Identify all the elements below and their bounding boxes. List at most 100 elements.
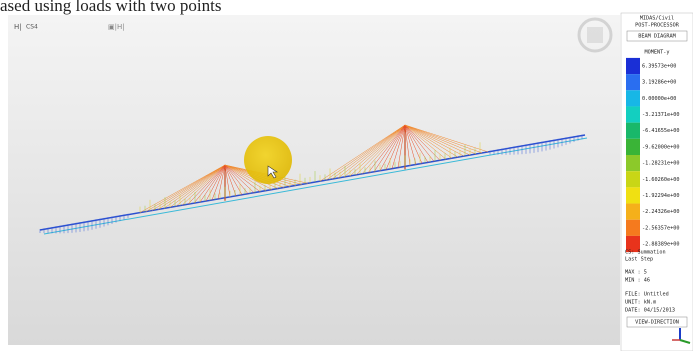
legend-swatch <box>626 203 640 220</box>
cable <box>404 124 441 161</box>
cable <box>404 124 447 160</box>
cable <box>199 164 226 203</box>
info-line: UNIT: kN.m <box>625 300 656 306</box>
cable <box>373 124 406 172</box>
legend-swatch <box>626 219 640 236</box>
cable <box>319 124 406 182</box>
cable <box>404 124 429 163</box>
cable <box>367 124 406 173</box>
legend-swatch <box>626 90 640 107</box>
cable <box>404 124 489 153</box>
cable <box>355 124 406 176</box>
diagram-box <box>626 30 688 42</box>
cable <box>175 164 226 207</box>
diagram: BEAM DIAGRAM <box>638 34 675 40</box>
legend-value: -3.21371e+00 <box>642 112 679 118</box>
caption: ased using loads with two points <box>0 0 221 15</box>
cable <box>404 124 417 165</box>
legend-swatch <box>626 57 640 75</box>
cable <box>224 164 273 190</box>
cable <box>139 164 226 213</box>
toolbar-label: CS4 <box>26 24 38 31</box>
cable <box>224 164 243 195</box>
cable <box>181 164 226 206</box>
cable <box>193 164 226 204</box>
cable <box>145 164 226 212</box>
cable <box>337 124 406 179</box>
legend-value: -9.62000e+00 <box>642 144 679 150</box>
legend-swatch <box>626 187 640 204</box>
legend-value: -2.24326e+00 <box>642 209 679 215</box>
info-line: DATE: 04/15/2013 <box>625 308 675 314</box>
program-name: MIDAS/Civil <box>640 16 674 22</box>
cable <box>217 164 226 200</box>
cable <box>157 164 226 210</box>
legend-value: 3.19286e+00 <box>642 80 676 86</box>
viewport <box>8 15 620 345</box>
cable <box>385 124 406 170</box>
cable <box>151 164 226 211</box>
view-direction: VIEW-DIRECTION <box>635 320 679 326</box>
legend-value: -1.60260e+00 <box>642 177 679 183</box>
cable <box>404 124 453 159</box>
legend-swatch <box>626 235 640 253</box>
cable <box>169 164 226 208</box>
view-box <box>626 316 688 328</box>
info-line: FILE: Untitled <box>625 292 669 298</box>
legend-value: -2.88389e+00 <box>642 242 679 248</box>
cable <box>224 164 237 196</box>
legend-swatch <box>626 106 640 123</box>
cable <box>224 164 255 193</box>
cable <box>224 164 231 197</box>
highlight <box>244 136 292 184</box>
toolbar-icon: ▣|H| <box>108 23 125 31</box>
cable <box>404 124 423 164</box>
axis-triad <box>672 328 691 344</box>
info-line: MAX : 5 <box>625 270 647 276</box>
cable <box>379 124 406 171</box>
cable <box>404 124 411 166</box>
legend-value: -1.92294e+00 <box>642 193 679 199</box>
legend-value: -6.41655e+00 <box>642 128 679 134</box>
info-line: Last Step <box>625 257 653 263</box>
mode: POST-PROCESSOR <box>635 23 680 29</box>
cable <box>404 124 483 154</box>
cable <box>163 164 226 209</box>
cable <box>349 124 406 177</box>
cable <box>343 124 406 178</box>
cable <box>331 124 406 180</box>
cable <box>404 124 465 157</box>
legend-value: 6.39573e+00 <box>642 64 676 70</box>
cable <box>361 124 406 175</box>
cable <box>404 124 477 155</box>
cable <box>205 164 226 202</box>
legend-swatch <box>626 171 640 188</box>
legend-value: -1.28231e+00 <box>642 161 679 167</box>
cable <box>397 124 406 168</box>
cable <box>224 164 261 192</box>
deck <box>43 137 588 235</box>
toolbar-icon: H| <box>14 23 22 31</box>
info-line: CS: Summation <box>625 250 666 256</box>
cable <box>224 164 249 194</box>
cable <box>224 164 267 191</box>
info-line: MIN : 46 <box>625 278 650 284</box>
cable <box>391 124 406 169</box>
legend-swatch <box>626 122 640 139</box>
legend-value: -2.56357e+00 <box>642 225 679 231</box>
cable <box>187 164 226 205</box>
legend-swatch <box>626 155 640 172</box>
cable <box>404 124 459 158</box>
view-cube <box>577 17 613 53</box>
legend-value: 0.00000e+00 <box>642 96 676 102</box>
component: MOMENT-y <box>645 50 670 56</box>
legend-swatch <box>626 74 640 91</box>
cable <box>404 124 435 162</box>
legend-swatch <box>626 138 640 155</box>
cable <box>404 124 471 156</box>
cursor <box>267 165 278 179</box>
bridge-model <box>39 124 588 235</box>
cable <box>211 164 226 201</box>
